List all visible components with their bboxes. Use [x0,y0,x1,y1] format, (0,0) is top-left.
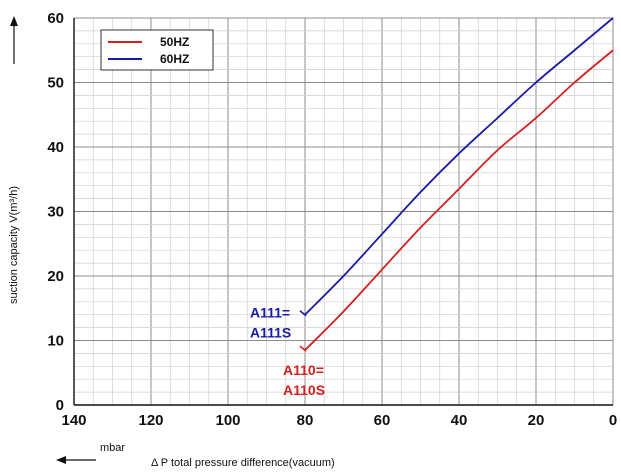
grid [73,17,614,406]
legend: 50HZ 60HZ [100,29,214,71]
x-tick-label: 80 [297,412,314,429]
x-tick-label: 100 [215,412,240,429]
x-tick-label: 40 [451,412,468,429]
y-axis-arrow-head [10,16,18,26]
series-end-marker [299,345,307,352]
annotation-label: A110S [283,382,325,398]
x-axis-unit: mbar [100,442,125,454]
y-axis-title: suction capacity V(m³/h) [8,186,20,304]
annotations: A111= A111S A110= A110S [250,305,325,398]
y-axis-title-group: suction capacity V(m³/h) [8,16,20,304]
x-axis-title: Δ P total pressure difference(vacuum) [151,457,335,469]
y-tick-labels: 0 10 20 30 40 50 60 [47,10,64,414]
annotation-label: A110= [283,362,324,378]
y-tick-label: 10 [47,333,64,350]
x-tick-label: 0 [609,412,617,429]
axes [73,18,613,406]
y-tick-label: 60 [47,10,64,27]
x-tick-label: 60 [374,412,391,429]
x-axis-title-group: mbar Δ P total pressure difference(vacuu… [56,442,335,469]
legend-label-60hz: 60HZ [160,52,189,66]
series-end-marker [299,310,307,317]
x-axis-arrow-head [56,456,66,464]
legend-box [100,29,214,71]
legend-label-50hz: 50HZ [160,35,189,49]
y-tick-label: 20 [47,268,64,285]
x-tick-label: 140 [61,412,86,429]
y-tick-label: 40 [47,139,64,156]
annotation-label: A111= [250,305,290,321]
y-tick-label: 30 [47,204,64,221]
y-tick-label: 0 [56,397,64,414]
x-tick-label: 20 [528,412,545,429]
series-line-50hz [304,49,614,351]
x-tick-label: 120 [138,412,163,429]
series-lines [299,17,614,352]
annotation-label: A111S [250,325,291,341]
x-tick-labels: 140 120 100 80 60 40 20 0 [61,412,617,429]
series-line-60hz [304,17,614,316]
y-tick-label: 50 [47,75,64,92]
